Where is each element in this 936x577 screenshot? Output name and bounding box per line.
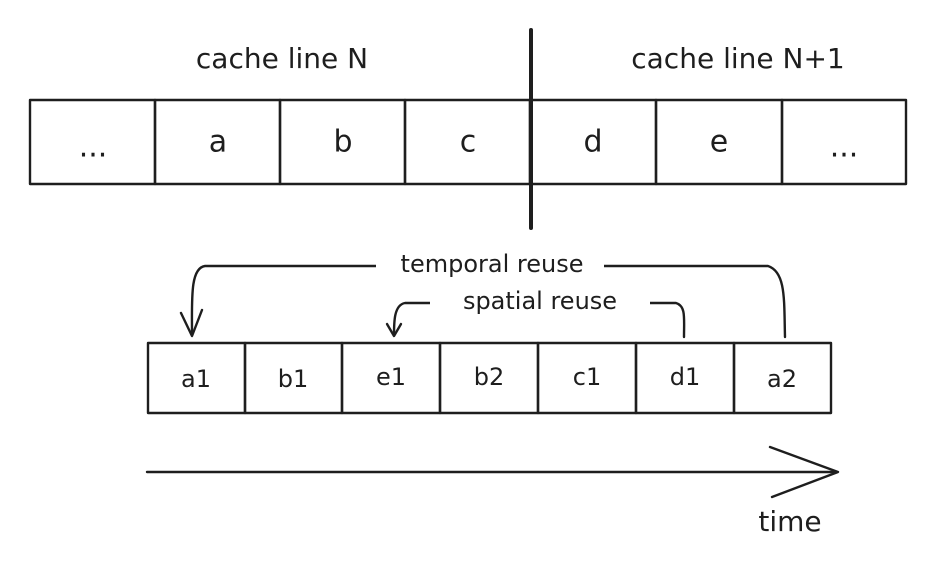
temporal-reuse-label-bg xyxy=(376,250,604,282)
access-cell-label: b2 xyxy=(474,363,505,391)
cache-line-n-label: cache line N xyxy=(196,42,368,75)
temporal-reuse-label: temporal reuse xyxy=(401,250,584,278)
memory-cell-label: b xyxy=(333,125,352,160)
memory-cell-label: ... xyxy=(830,130,859,165)
time-arrowhead xyxy=(768,445,840,499)
memory-cell-label: d xyxy=(583,125,602,160)
spatial-reuse-label: spatial reuse xyxy=(463,287,617,315)
memory-cell-label: e xyxy=(710,125,728,160)
access-cell-label: c1 xyxy=(573,363,601,391)
memory-cell xyxy=(780,98,908,186)
access-cell-label: a2 xyxy=(767,365,797,393)
access-cell-label: e1 xyxy=(376,363,406,391)
access-cell-label: b1 xyxy=(278,365,309,393)
temporal-reuse-arrowhead xyxy=(179,308,204,338)
memory-cell-label: c xyxy=(460,125,477,160)
spatial-reuse-label-bg xyxy=(430,287,650,319)
memory-row: ... a b c d e ... xyxy=(28,98,908,186)
memory-cell-label: ... xyxy=(79,130,108,165)
access-cell-label: a1 xyxy=(181,365,211,393)
time-label: time xyxy=(758,505,821,538)
access-sequence-row: a1 b1 e1 b2 c1 d1 a2 xyxy=(146,341,833,415)
access-cell xyxy=(732,341,833,415)
cache-line-n-plus-1-label: cache line N+1 xyxy=(631,42,844,75)
spatial-reuse-arrowhead xyxy=(385,322,403,338)
access-cell-label: d1 xyxy=(670,363,701,391)
memory-cell-label: a xyxy=(209,125,227,160)
